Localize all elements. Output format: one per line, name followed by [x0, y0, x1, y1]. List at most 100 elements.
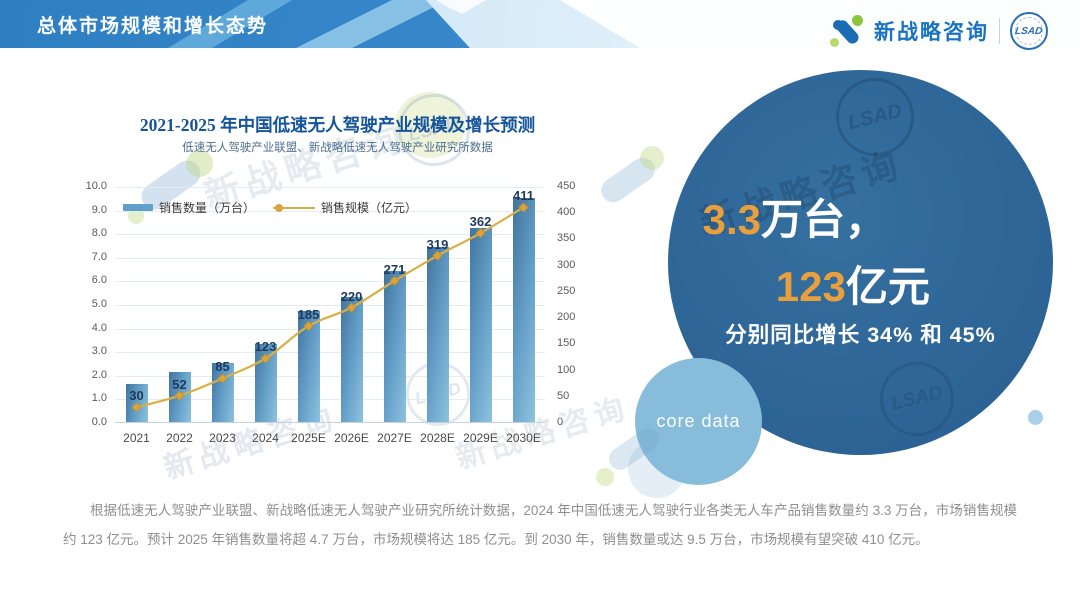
- x-axis-category: 2022: [166, 431, 193, 445]
- line-marker-icon: [432, 250, 443, 261]
- core-data-circle: core data: [635, 358, 762, 485]
- lsad-badge-icon: LSAD: [1010, 12, 1048, 50]
- gridline: [115, 352, 545, 354]
- line-value-label: 52: [172, 376, 187, 392]
- x-axis-category: 2027E: [377, 431, 412, 445]
- brand-logo: 新战略咨询 LSAD: [830, 12, 1048, 50]
- gridline: [115, 234, 545, 236]
- gridline: [115, 328, 545, 330]
- line-value-label: 271: [383, 261, 406, 277]
- highlight-revenue-value: 123: [775, 262, 846, 310]
- watermark-badge: LSAD: [827, 69, 923, 165]
- x-axis-category: 2024: [252, 431, 279, 445]
- summary-paragraph: 根据低速无人驾驶产业联盟、新战略低速无人驾驶产业研究所统计数据，2024 年中国…: [63, 503, 1017, 548]
- bar-2023: [211, 363, 234, 422]
- line-value-label: 30: [129, 388, 144, 404]
- y-axis-left-tick: 9.0: [91, 203, 107, 216]
- gridline: [115, 210, 545, 212]
- x-axis-category: 2030E: [506, 431, 541, 445]
- line-marker-icon: [174, 390, 185, 401]
- line-marker-icon: [389, 275, 400, 286]
- gridline: [115, 305, 545, 306]
- line-value-label: 362: [469, 214, 492, 230]
- logo-green-dot: [852, 15, 863, 26]
- y-axis-left-tick: 10.0: [85, 180, 107, 192]
- watermark-bean: [596, 152, 660, 208]
- y-axis-right-tick: 350: [557, 232, 576, 245]
- chart-legend: 销售数量（万台） 销售规模（亿元）: [123, 199, 417, 216]
- x-axis-category: 2028E: [420, 431, 455, 445]
- highlight-growth-note: 分别同比增长 34% 和 45%: [725, 323, 996, 348]
- highlight-revenue: 123亿元: [775, 262, 930, 310]
- y-axis-left-tick: 5.0: [91, 298, 107, 310]
- gridline: [115, 399, 545, 401]
- legend-bar-swatch-icon: [123, 204, 153, 211]
- line-series: [131, 202, 529, 413]
- bar-2026E: [340, 296, 363, 422]
- gridline: [115, 187, 545, 188]
- legend-line-swatch-icon: [273, 203, 316, 212]
- y-axis-right-tick: 300: [557, 258, 576, 271]
- line-value-label: 319: [426, 236, 449, 252]
- chart-subtitle: 低速无人驾驶产业联盟、新战略低速无人驾驶产业研究所数据: [182, 142, 493, 154]
- legend-item-line: 销售规模（亿元）: [263, 199, 417, 216]
- header-banner: 总体市场规模和增长态势 新战略咨询 LSAD: [0, 0, 1080, 50]
- y-axis-left-tick: 8.0: [91, 227, 107, 240]
- line-marker-icon: [260, 353, 271, 364]
- bar-2028E: [426, 247, 449, 422]
- y-axis-right-tick: 100: [557, 363, 576, 376]
- bar-2025E: [297, 311, 320, 422]
- y-axis-right-tick: 0: [557, 416, 564, 428]
- watermark-dot: [640, 146, 664, 170]
- y-axis-right-tick: 400: [557, 206, 576, 219]
- y-axis-right-tick: 450: [557, 180, 576, 192]
- y-axis-left-tick: 3.0: [91, 345, 107, 358]
- legend-item-bars: 销售数量（万台）: [123, 199, 255, 216]
- y-axis-right-tick: 150: [557, 337, 576, 350]
- highlight-units-value: 3.3: [702, 195, 762, 243]
- line-marker-icon: [346, 302, 357, 313]
- y-axis-left-tick: 1.0: [91, 392, 107, 405]
- x-axis-category: 2021: [123, 431, 150, 445]
- decor-dot: [1028, 410, 1043, 425]
- highlight-units: 3.3万台，: [702, 195, 888, 243]
- y-axis-left-tick: 4.0: [91, 321, 107, 334]
- bar-2029E: [469, 228, 492, 422]
- bar-2027E: [383, 270, 406, 422]
- watermark-badge: LSAD: [872, 354, 962, 444]
- chart-title: 2021-2025 年中国低速无人驾驶产业规模及增长预测: [139, 115, 536, 135]
- y-axis-right-tick: 250: [557, 284, 576, 297]
- line-value-label: 411: [513, 188, 534, 204]
- line-marker-icon: [217, 373, 228, 384]
- line-marker-icon: [518, 202, 529, 213]
- logo-green-dot: [830, 38, 839, 47]
- x-axis-category: 2023: [209, 431, 236, 445]
- legend-bar-label: 销售数量（万台）: [159, 201, 256, 215]
- line-marker-icon: [303, 320, 314, 332]
- y-axis-left-tick: 0.0: [91, 416, 107, 428]
- line-marker-icon: [475, 228, 486, 239]
- y-axis-left-tick: 2.0: [91, 368, 107, 381]
- line-marker-icon: [131, 402, 142, 413]
- gridline: [115, 375, 545, 377]
- line-value-label: 185: [297, 306, 320, 322]
- line-value-label: 123: [254, 339, 277, 355]
- y-axis-left-tick: 6.0: [91, 274, 107, 287]
- page-title: 总体市场规模和增长态势: [37, 16, 269, 37]
- legend-line-label: 销售规模（亿元）: [321, 201, 418, 215]
- chart-plot-area: 10.0 9.0 8.0 7.0 6.0 5.0 4.0 3.0 2.0 1.0 0.0 450 400…: [86, 180, 576, 445]
- bar-2024: [254, 344, 277, 422]
- plot-canvas: 10.0 9.0 8.0 7.0 6.0 5.0 4.0 3.0 2.0 1.0 0.0 450 400…: [86, 180, 576, 445]
- gridline: [115, 257, 545, 259]
- bar-2030E: [512, 197, 535, 422]
- x-axis-category: 2029E: [463, 431, 498, 445]
- x-axis-category: 2026E: [334, 431, 369, 445]
- brand-name: 新战略咨询: [874, 21, 989, 44]
- brand-logo-icon: [830, 14, 864, 48]
- y-axis-right-tick: 50: [557, 389, 570, 402]
- y-axis-right-tick: 200: [557, 311, 576, 324]
- y-axis-left-tick: 7.0: [91, 250, 107, 263]
- brand-divider: [999, 18, 1000, 44]
- x-axis-category: 2025E: [291, 431, 326, 445]
